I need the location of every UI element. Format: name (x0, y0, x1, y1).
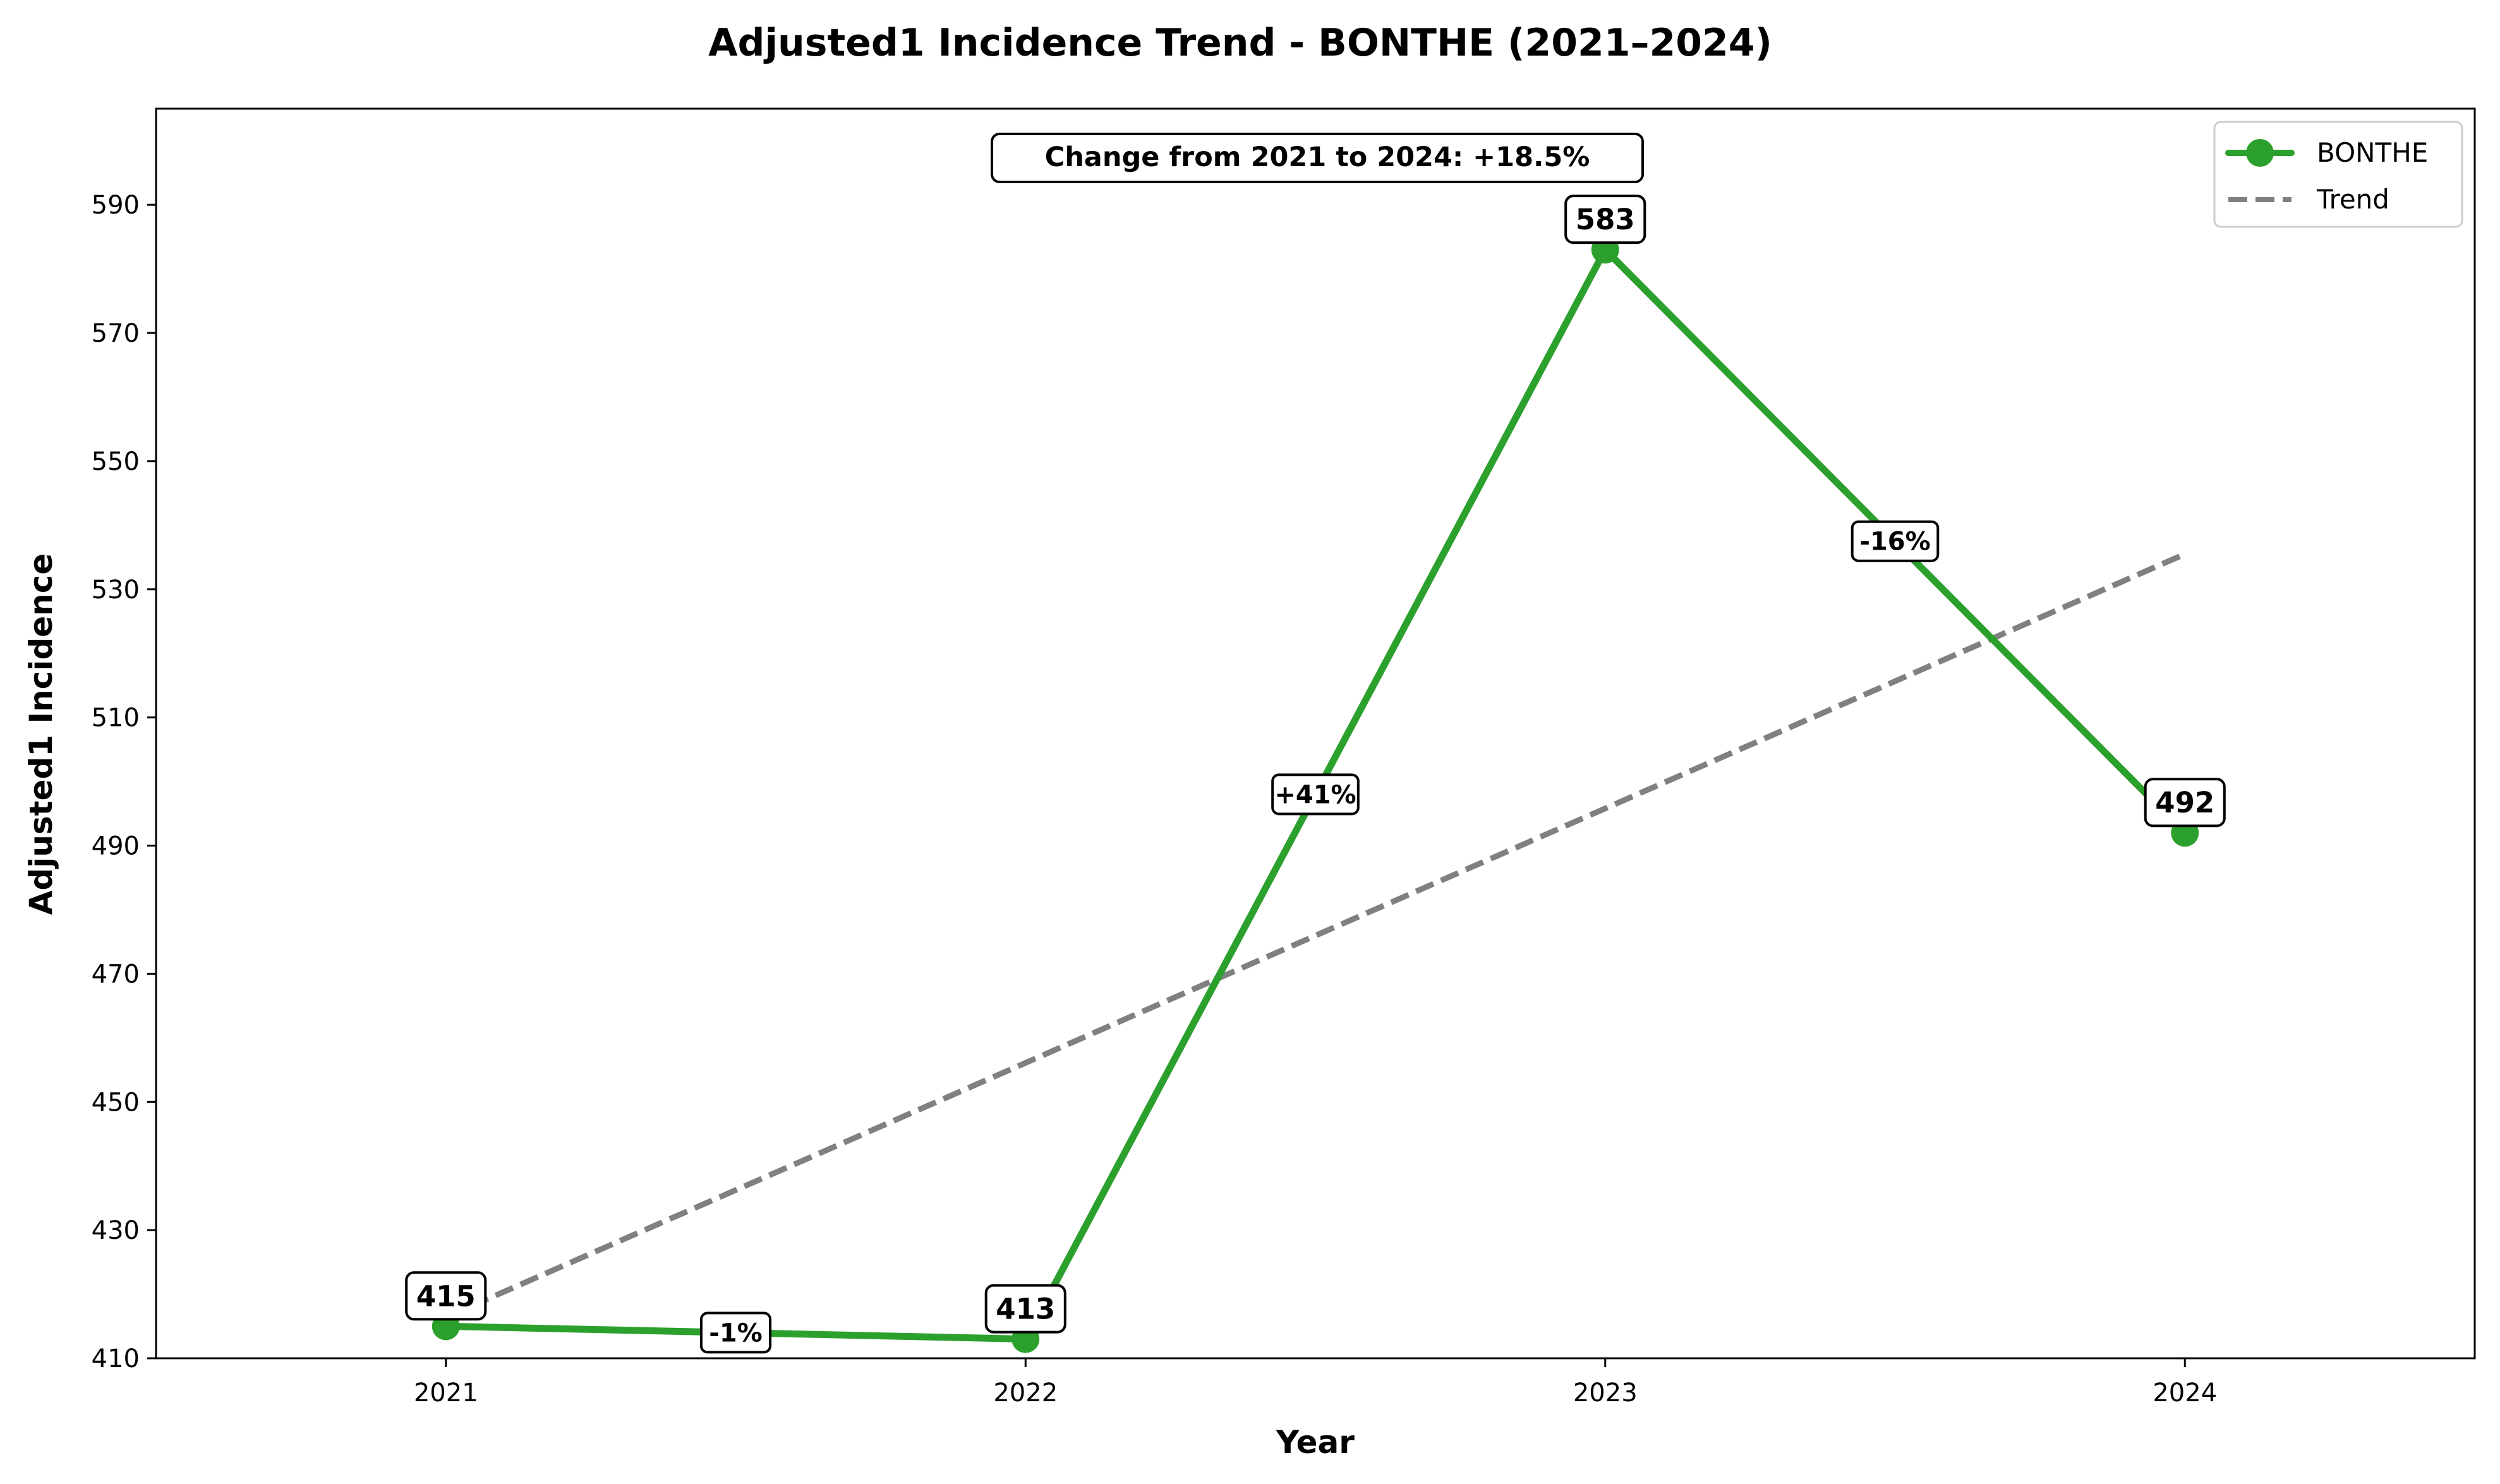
pct-change-box (699, 1312, 772, 1354)
y-tick-label: 570 (92, 319, 140, 348)
x-axis-label: Year (1276, 1424, 1355, 1461)
y-tick-label: 530 (92, 576, 140, 605)
y-axis: 410 430 450 470 490 510 530 550 570 590 (92, 191, 156, 1373)
value-label: 413 (984, 1284, 1066, 1334)
pct-change-box (1851, 520, 1940, 562)
y-tick-label: 590 (92, 191, 140, 220)
pct-change-label: -16% (1851, 520, 1940, 562)
value-label-box (1564, 195, 1646, 244)
y-tick-label: 510 (92, 704, 140, 733)
trend-layer (444, 551, 2187, 1320)
value-label: 492 (2144, 778, 2226, 828)
pct-change-text: -16% (1859, 528, 1930, 557)
change-annotation: Change from 2021 to 2024: +18.5% (991, 133, 1644, 183)
value-label: 583 (1564, 195, 1646, 244)
legend-marker-bonthe (2246, 139, 2274, 167)
y-tick-label: 470 (92, 960, 140, 989)
pct-change-label: +41% (1271, 773, 1360, 816)
plot-frame (155, 107, 2476, 1360)
trend-line (444, 551, 2187, 1320)
x-tick-label: 2022 (993, 1378, 1058, 1408)
value-label-text: 413 (996, 1293, 1055, 1326)
pct-change-label: -1% (699, 1312, 772, 1354)
x-tick-label: 2023 (1573, 1378, 1638, 1408)
y-tick-label: 490 (92, 832, 140, 861)
value-label-box (984, 1284, 1066, 1334)
x-tick-label: 2021 (414, 1378, 478, 1408)
pct-change-text: +41% (1274, 780, 1356, 809)
value-label-box (405, 1271, 487, 1321)
value-label-text: 415 (416, 1279, 476, 1313)
legend-frame (2213, 121, 2463, 228)
x-axis: 2021 2022 2023 2024 (414, 1358, 2217, 1408)
legend-label-trend: Trend (2316, 184, 2389, 215)
labels-layer: 415 413 583 492 -1% +41% -16% (405, 195, 2226, 1354)
legend-label-bonthe: BONTHE (2317, 137, 2428, 168)
y-tick-label: 450 (92, 1088, 140, 1117)
legend: BONTHE Trend (2213, 121, 2463, 228)
pct-change-box (1271, 773, 1360, 816)
chart-title: Adjusted1 Incidence Trend - BONTHE (2021… (708, 21, 1772, 65)
pct-change-text: -1% (709, 1318, 763, 1348)
x-tick-label: 2024 (2153, 1378, 2217, 1408)
value-label: 415 (405, 1271, 487, 1321)
plot-area (156, 109, 2475, 1358)
change-annotation-text: Change from 2021 to 2024: +18.5% (1045, 142, 1590, 173)
y-tick-label: 430 (92, 1216, 140, 1245)
y-tick-label: 410 (92, 1344, 140, 1373)
y-axis-label: Adjusted1 Incidence (23, 553, 59, 915)
change-annotation-box (991, 133, 1644, 183)
y-tick-label: 550 (92, 447, 140, 476)
value-label-text: 492 (2155, 786, 2214, 819)
value-label-box (2144, 778, 2226, 828)
value-label-text: 583 (1576, 203, 1635, 236)
